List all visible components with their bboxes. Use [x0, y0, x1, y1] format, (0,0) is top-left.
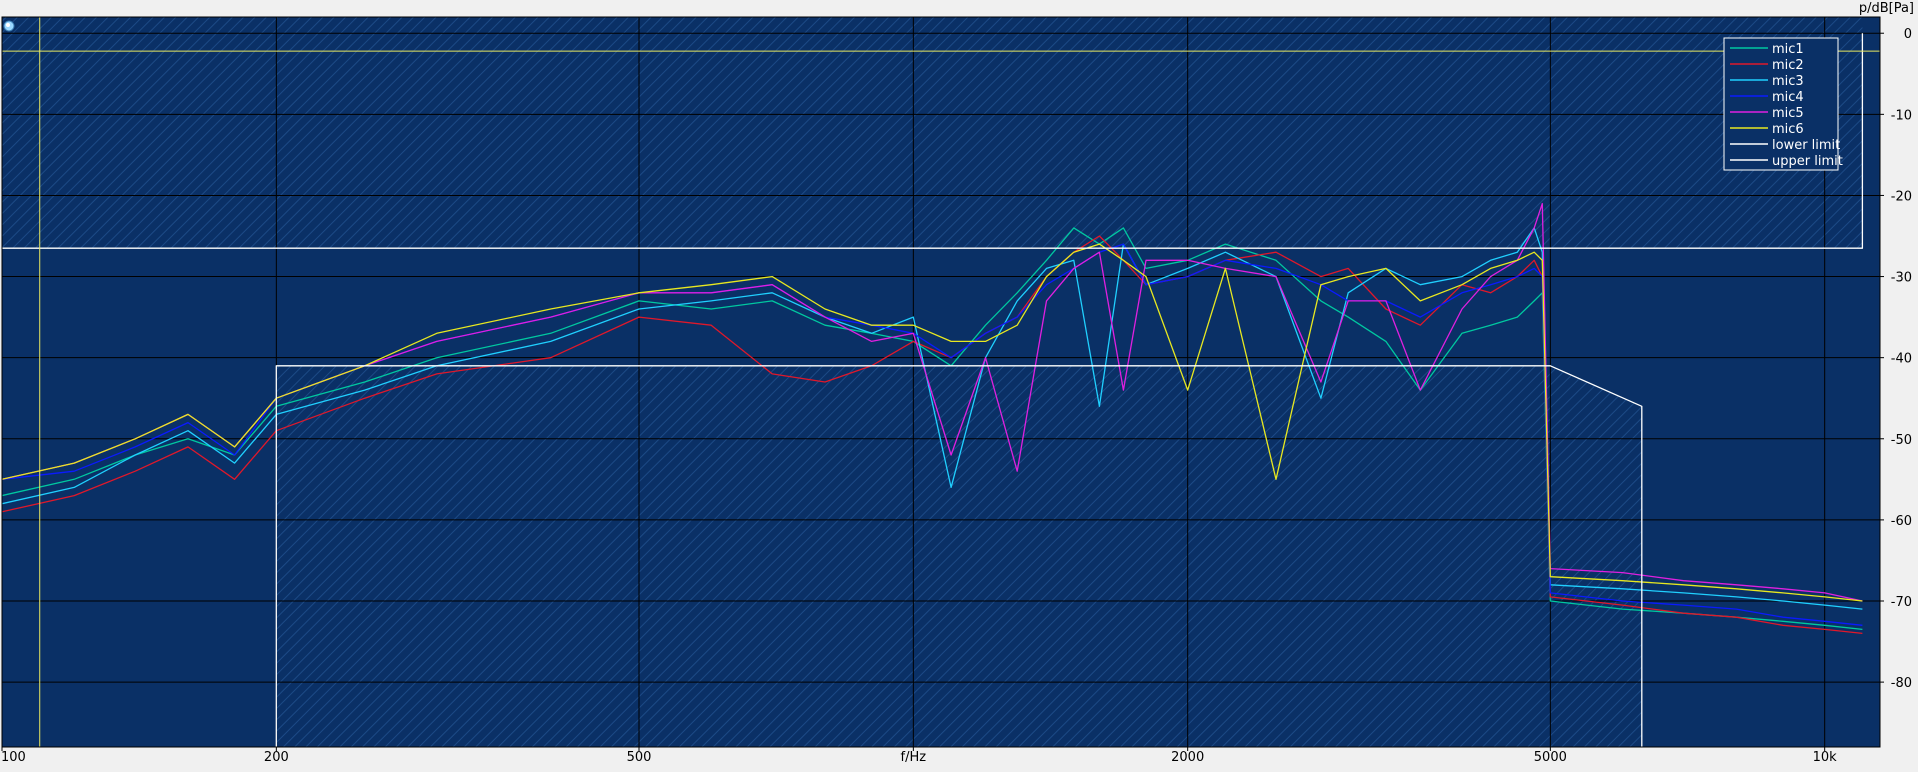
y-tick-label: -30 [1891, 271, 1912, 286]
cursor-handle-icon[interactable] [3, 20, 15, 32]
x-tick-label: 10k [1813, 750, 1838, 765]
x-tick-label: 2000 [1171, 750, 1204, 765]
y-tick-label: 0 [1904, 27, 1912, 42]
y-tick-label: -70 [1891, 595, 1912, 610]
y-tick-label: -20 [1891, 189, 1912, 204]
y-tick-label: -40 [1891, 352, 1912, 367]
plot-frame [1, 16, 1881, 748]
y-axis-label: p/dB[Pa] [1859, 1, 1914, 16]
lower-limit-region [276, 365, 1642, 747]
legend-box [1723, 37, 1839, 171]
y-tick-label: -80 [1891, 676, 1912, 691]
legend-label: mic6 [1772, 122, 1804, 137]
legend-label: mic2 [1772, 58, 1804, 73]
x-tick-label: 500 [627, 750, 652, 765]
series-line-lower-limit [275, 365, 1643, 747]
y-tick-label: -50 [1891, 433, 1912, 448]
x-tick-label: 200 [264, 750, 289, 765]
upper-limit-region [2, 17, 1863, 249]
y-tick-label: -60 [1891, 514, 1912, 529]
legend-label: upper limit [1772, 154, 1843, 169]
series-line-upper-limit [2, 33, 1864, 249]
x-tick-label: 100 [1, 750, 26, 765]
legend-label: mic3 [1772, 74, 1804, 89]
x-tick-label: f/Hz [901, 750, 927, 765]
x-tick-label: 5000 [1534, 750, 1567, 765]
legend-label: mic4 [1772, 90, 1804, 105]
series-line-mic5 [2, 202, 1863, 602]
series-line-mic6 [2, 243, 1863, 602]
legend-label: mic1 [1772, 42, 1804, 57]
legend-label: mic5 [1772, 106, 1804, 121]
legend-label: lower limit [1772, 138, 1840, 153]
y-tick-label: -10 [1891, 108, 1912, 123]
